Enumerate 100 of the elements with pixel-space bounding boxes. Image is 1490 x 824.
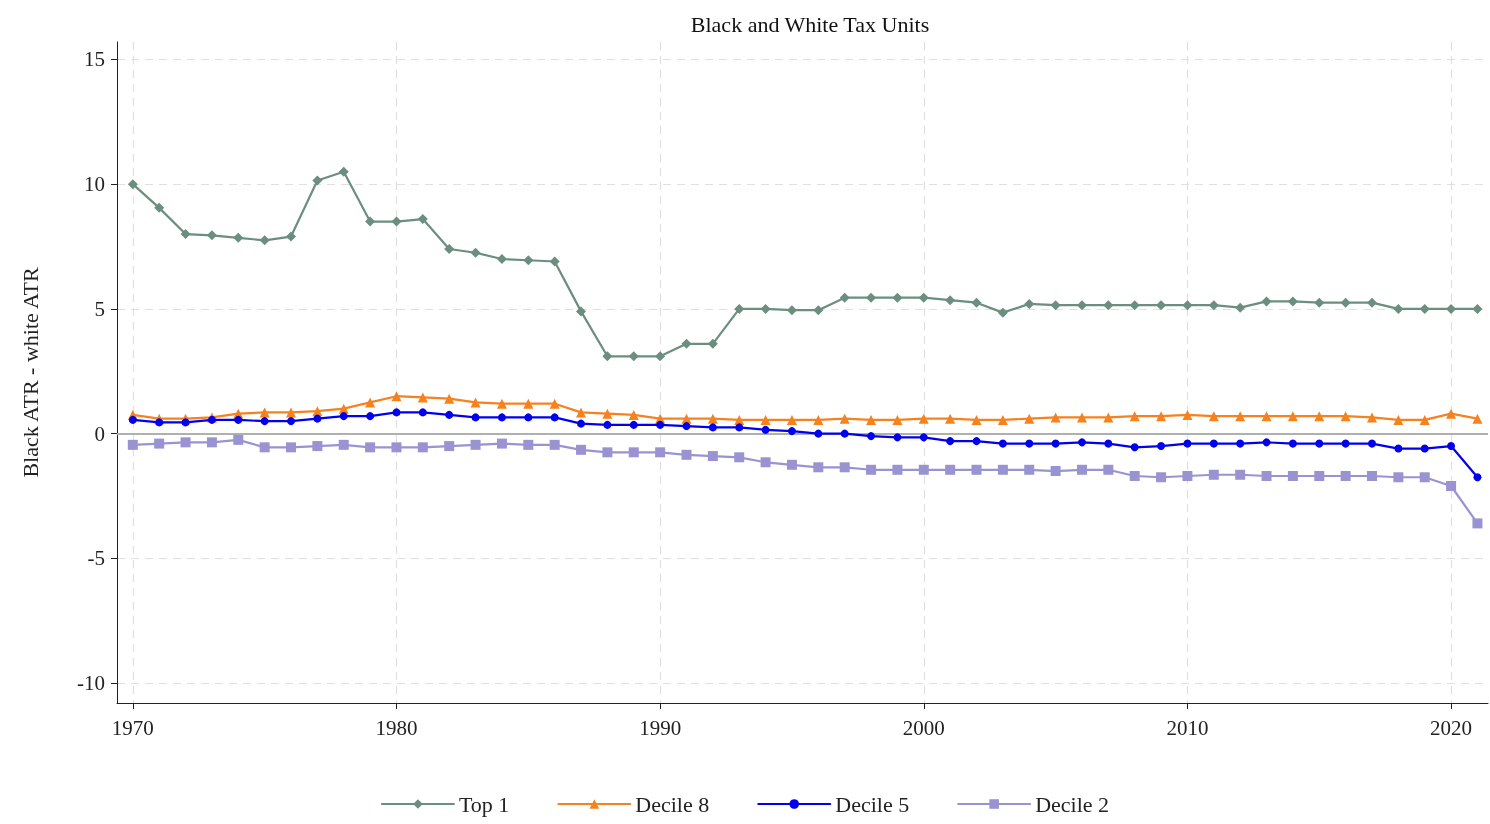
point	[866, 292, 877, 303]
y-axis-title: Black ATR - white ATR	[17, 267, 43, 478]
point	[893, 433, 902, 442]
point	[523, 439, 534, 450]
point	[681, 338, 692, 349]
point	[576, 407, 587, 418]
point	[1050, 466, 1061, 477]
point	[760, 457, 771, 468]
point	[576, 306, 587, 317]
point	[1472, 518, 1483, 529]
point	[233, 232, 244, 243]
point	[549, 256, 560, 267]
point	[1394, 444, 1403, 453]
point	[1104, 439, 1113, 448]
point	[760, 414, 771, 425]
point	[628, 351, 639, 362]
point	[127, 179, 138, 190]
point	[786, 414, 797, 425]
point	[154, 438, 165, 449]
point	[576, 444, 587, 455]
point	[1235, 469, 1246, 480]
point	[1366, 412, 1377, 423]
point	[1156, 472, 1167, 483]
point	[259, 442, 270, 453]
point	[919, 433, 928, 442]
point	[1314, 471, 1325, 482]
point	[444, 393, 455, 404]
point	[577, 419, 586, 428]
point	[470, 247, 481, 258]
chart-title: Black and White Tax Units	[690, 11, 930, 37]
point	[392, 408, 401, 417]
x-tick-label: 2000	[902, 715, 945, 740]
point	[1235, 302, 1246, 313]
point	[1077, 438, 1086, 447]
point	[866, 464, 877, 475]
point	[549, 439, 560, 450]
point	[234, 415, 243, 424]
point	[1236, 439, 1245, 448]
point	[1447, 442, 1456, 451]
point	[1340, 471, 1351, 482]
point	[997, 414, 1008, 425]
point	[1076, 464, 1087, 475]
point	[312, 175, 323, 186]
point	[1315, 439, 1324, 448]
point	[417, 214, 428, 225]
point	[1340, 411, 1351, 422]
point	[1393, 303, 1404, 314]
point	[366, 412, 375, 421]
point	[707, 451, 718, 462]
point	[1182, 300, 1193, 311]
point	[1157, 442, 1166, 451]
point	[1208, 300, 1219, 311]
y-tick-label: 5	[94, 296, 105, 321]
point	[918, 464, 929, 475]
point	[1393, 414, 1404, 425]
point	[682, 422, 691, 431]
point	[602, 351, 613, 362]
point	[470, 397, 481, 408]
point	[760, 303, 771, 314]
point	[496, 254, 507, 265]
point	[1446, 480, 1457, 491]
y-tick-label: 15	[84, 47, 105, 72]
x-tick-label: 1980	[375, 715, 418, 740]
point	[286, 407, 297, 418]
point	[1129, 411, 1140, 422]
point	[628, 447, 639, 458]
point	[1261, 471, 1272, 482]
point	[997, 464, 1008, 475]
point	[154, 202, 165, 213]
point	[524, 413, 533, 422]
point	[1076, 412, 1087, 423]
point	[1182, 409, 1193, 420]
point	[339, 412, 348, 421]
point	[655, 447, 666, 458]
point	[180, 229, 191, 240]
point	[470, 439, 481, 450]
point	[1287, 471, 1298, 482]
point	[1103, 300, 1114, 311]
x-tick-label: 1970	[111, 715, 154, 740]
point	[127, 439, 138, 450]
x-tick-label: 2010	[1166, 715, 1209, 740]
point	[1287, 411, 1298, 422]
point	[312, 441, 323, 452]
point	[550, 413, 559, 422]
point	[1050, 300, 1061, 311]
point	[1287, 296, 1298, 307]
point	[1209, 439, 1218, 448]
point	[1314, 297, 1325, 308]
point	[971, 464, 982, 475]
point	[1314, 411, 1325, 422]
point	[312, 406, 323, 417]
point	[1261, 296, 1272, 307]
y-tick-label: -5	[87, 546, 105, 571]
point	[840, 429, 849, 438]
legend-label: Top 1	[458, 791, 510, 817]
point	[918, 413, 929, 424]
point	[1261, 411, 1272, 422]
point	[1208, 411, 1219, 422]
point	[1446, 408, 1457, 419]
point	[1050, 412, 1061, 423]
